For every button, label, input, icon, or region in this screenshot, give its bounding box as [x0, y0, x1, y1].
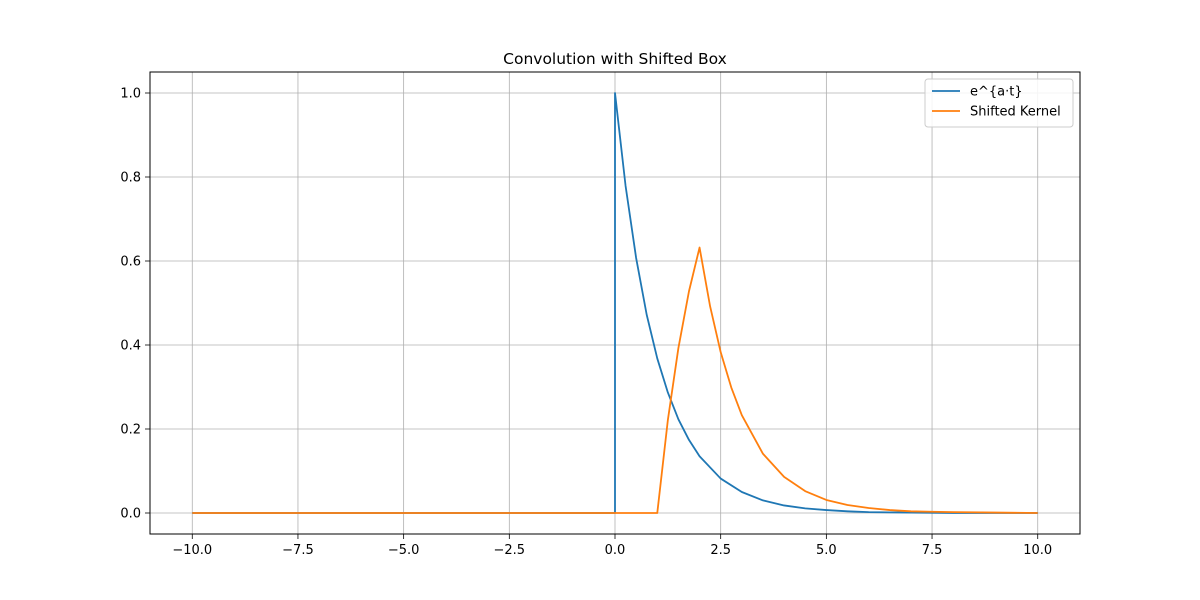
- y-tick-label: 0.6: [120, 255, 141, 270]
- ticks: −10.0 −7.5 −5.0 −2.5 0.0 2.5 5.0 7.5 10.0 0.0 0.2 0…: [120, 87, 1052, 559]
- legend-label-1: e^{a·t}: [970, 85, 1023, 100]
- x-tick-label: 2.5: [710, 543, 731, 558]
- chart-title: Convolution with Shifted Box: [503, 50, 727, 68]
- x-tick-label: −5.0: [388, 543, 420, 558]
- y-tick-label: 0.2: [120, 423, 141, 438]
- x-tick-label: −2.5: [494, 543, 526, 558]
- x-tick-label: 7.5: [922, 543, 943, 558]
- y-tick-label: 0.0: [120, 507, 141, 522]
- series-line-2: [192, 246, 1038, 514]
- series-line-1: [192, 92, 1038, 514]
- legend: e^{a·t} Shifted Kernel: [924, 78, 1074, 128]
- x-tick-label: 5.0: [816, 543, 837, 558]
- legend-label-2: Shifted Kernel: [970, 105, 1061, 120]
- y-tick-label: 0.8: [120, 171, 141, 186]
- x-tick-label: 0.0: [605, 543, 626, 558]
- series-layer: [192, 92, 1038, 514]
- x-tick-label: −7.5: [282, 543, 314, 558]
- x-tick-label: 10.0: [1023, 543, 1052, 558]
- y-tick-label: 1.0: [120, 87, 141, 102]
- x-tick-label: −10.0: [172, 543, 212, 558]
- legend-box: [924, 78, 1074, 128]
- y-tick-label: 0.4: [120, 339, 141, 354]
